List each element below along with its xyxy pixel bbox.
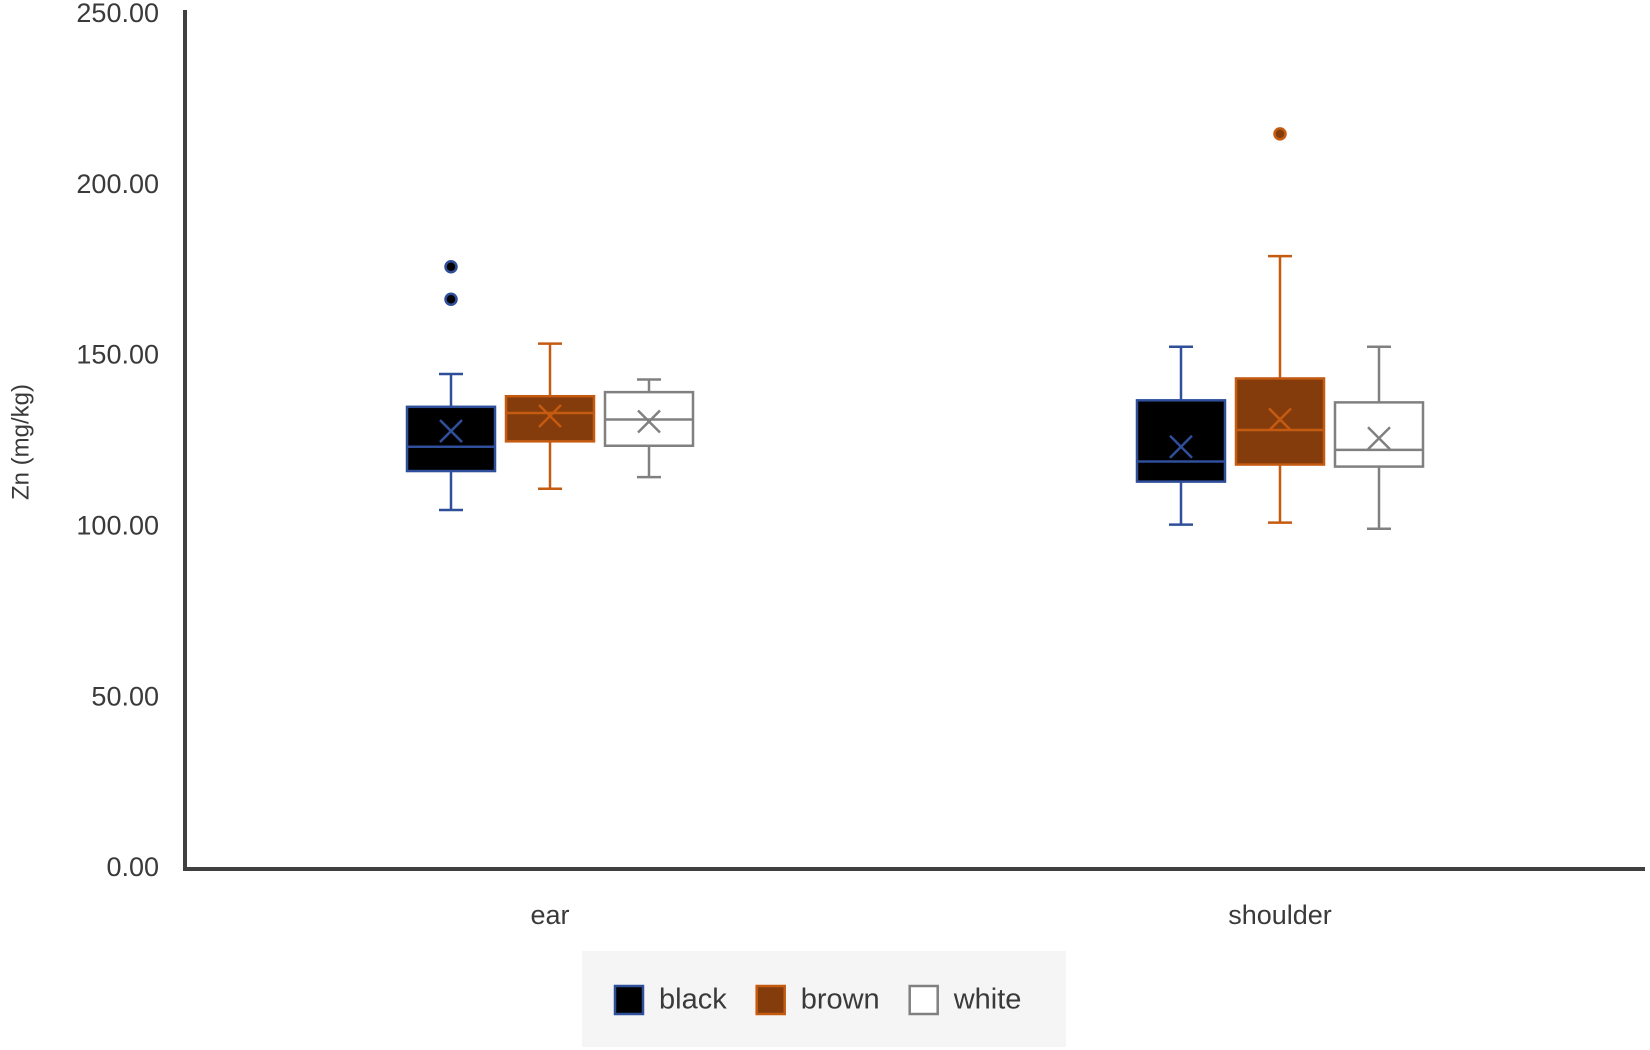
mean-stroke xyxy=(1268,407,1292,432)
y-tick-label: 150.00 xyxy=(76,340,159,370)
box xyxy=(1234,377,1326,466)
y-tick-label: 0.00 xyxy=(106,852,159,882)
legend-box xyxy=(582,951,1066,1047)
outlier xyxy=(444,292,458,306)
mean-marker xyxy=(538,404,562,428)
mean-stroke xyxy=(1367,426,1391,451)
box xyxy=(405,405,497,473)
legend-label: white xyxy=(953,984,1022,1016)
mean-stroke xyxy=(637,409,661,434)
outlier xyxy=(1273,127,1287,141)
y-tick-label: 100.00 xyxy=(76,511,159,541)
legend-label: black xyxy=(659,984,727,1016)
x-tick-label: shoulder xyxy=(1228,900,1332,930)
mean-stroke xyxy=(538,404,562,428)
legend-label: brown xyxy=(801,984,880,1016)
mean-marker xyxy=(1169,434,1193,459)
mean-marker xyxy=(1367,426,1391,451)
mean-marker xyxy=(439,419,463,443)
outlier xyxy=(444,260,458,274)
legend-swatch xyxy=(613,984,645,1016)
y-tick-label: 50.00 xyxy=(91,681,159,711)
y-tick-label: 200.00 xyxy=(76,169,159,199)
y-tick-label: 250.00 xyxy=(76,0,159,28)
mean-stroke xyxy=(439,419,463,443)
box xyxy=(1333,401,1425,468)
box xyxy=(1135,399,1227,483)
mean-marker xyxy=(637,409,661,434)
mean-stroke xyxy=(1169,434,1193,459)
y-axis-title: Zn (mg/kg) xyxy=(7,384,34,500)
legend-swatch xyxy=(755,984,786,1016)
mean-marker xyxy=(1268,407,1292,432)
legend-swatch xyxy=(908,984,939,1016)
x-tick-label: ear xyxy=(530,900,569,930)
box xyxy=(504,394,596,443)
